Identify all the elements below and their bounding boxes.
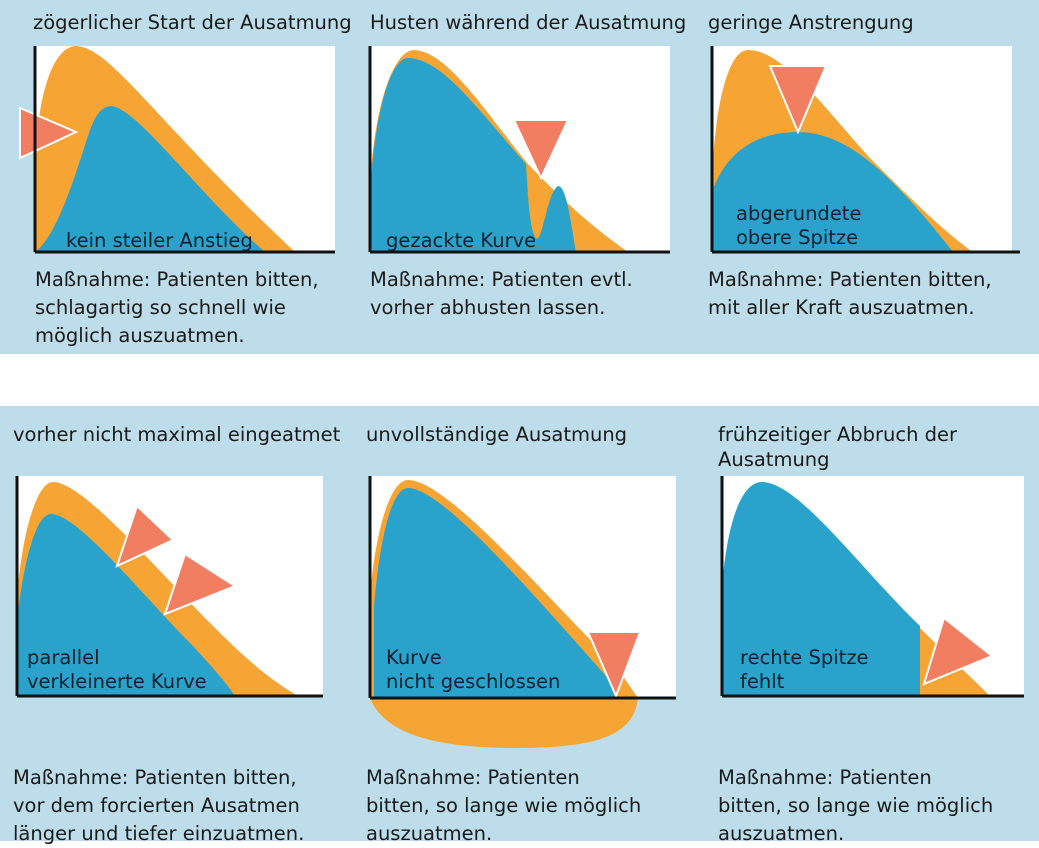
- marker-arrow-2: [163, 552, 238, 616]
- panel-title: unvollständige Ausatmung: [366, 423, 628, 446]
- flow-volume-graph: [720, 476, 1024, 698]
- measure-text: Maßnahme: Patienten evtl. vorher abhuste…: [370, 268, 633, 319]
- measured-curve: [712, 132, 953, 252]
- measured-curve: [374, 488, 618, 698]
- marker-arrow-down: [586, 631, 642, 699]
- curve-label: parallel verkleinerte Kurve: [27, 646, 207, 693]
- curve-label: abgerundete obere Spitze: [736, 202, 862, 249]
- curve-label: Kurve nicht geschlossen: [386, 646, 561, 693]
- flow-volume-graph: [15, 476, 323, 698]
- flow-volume-graph: [710, 46, 1020, 254]
- panel-incomplete-exhalation: unvollständige Ausatmung Kurve nicht ges…: [366, 422, 696, 845]
- curve-label: rechte Spitze fehlt: [740, 646, 869, 693]
- panel-early-termination: frühzeitiger Abbruch der Ausatmung recht…: [718, 422, 1036, 845]
- measured-curve: [722, 482, 920, 696]
- measured-curve: [17, 514, 235, 696]
- measure-text: Maßnahme: Patienten bitten, mit aller Kr…: [708, 268, 992, 319]
- panel-title: zögerlicher Start der Ausatmung: [33, 11, 352, 34]
- flow-volume-graph: [368, 476, 676, 748]
- curve-label: gezackte Kurve: [386, 229, 537, 252]
- marker-arrow-down: [768, 65, 828, 135]
- flow-volume-graph: [368, 46, 670, 254]
- panel-low-effort: geringe Anstrengung abgerundete obere Sp…: [708, 10, 1028, 350]
- measured-curve: [35, 106, 265, 252]
- marker-arrow: [922, 616, 994, 686]
- measured-curve: [370, 58, 576, 252]
- curve-label: kein steiler Anstieg: [66, 229, 253, 252]
- panel-title: geringe Anstrengung: [708, 11, 914, 34]
- panel-cough: Husten während der Ausatmung gezackte Ku…: [368, 10, 690, 350]
- panel-not-max-inhalation: vorher nicht maximal eingeatmet parallel…: [13, 422, 353, 845]
- panel-hesitant-start: zögerlicher Start der Ausatmung kein ste…: [19, 10, 355, 350]
- marker-arrow-1: [115, 504, 175, 568]
- measure-text: Maßnahme: Patienten bitten, so lange wie…: [366, 766, 642, 845]
- measure-text: Maßnahme: Patienten bitten, so lange wie…: [718, 766, 994, 845]
- panel-title: Husten während der Ausatmung: [370, 11, 687, 34]
- measure-text: Maßnahme: Patienten bitten, schlagartig …: [35, 268, 319, 347]
- panel-title: vorher nicht maximal eingeatmet: [13, 423, 341, 446]
- panel-title: frühzeitiger Abbruch der Ausatmung: [718, 423, 958, 471]
- measure-text: Maßnahme: Patienten bitten, vor dem forc…: [13, 766, 305, 845]
- flow-volume-graph: [19, 46, 335, 254]
- marker-arrow-down: [512, 119, 570, 181]
